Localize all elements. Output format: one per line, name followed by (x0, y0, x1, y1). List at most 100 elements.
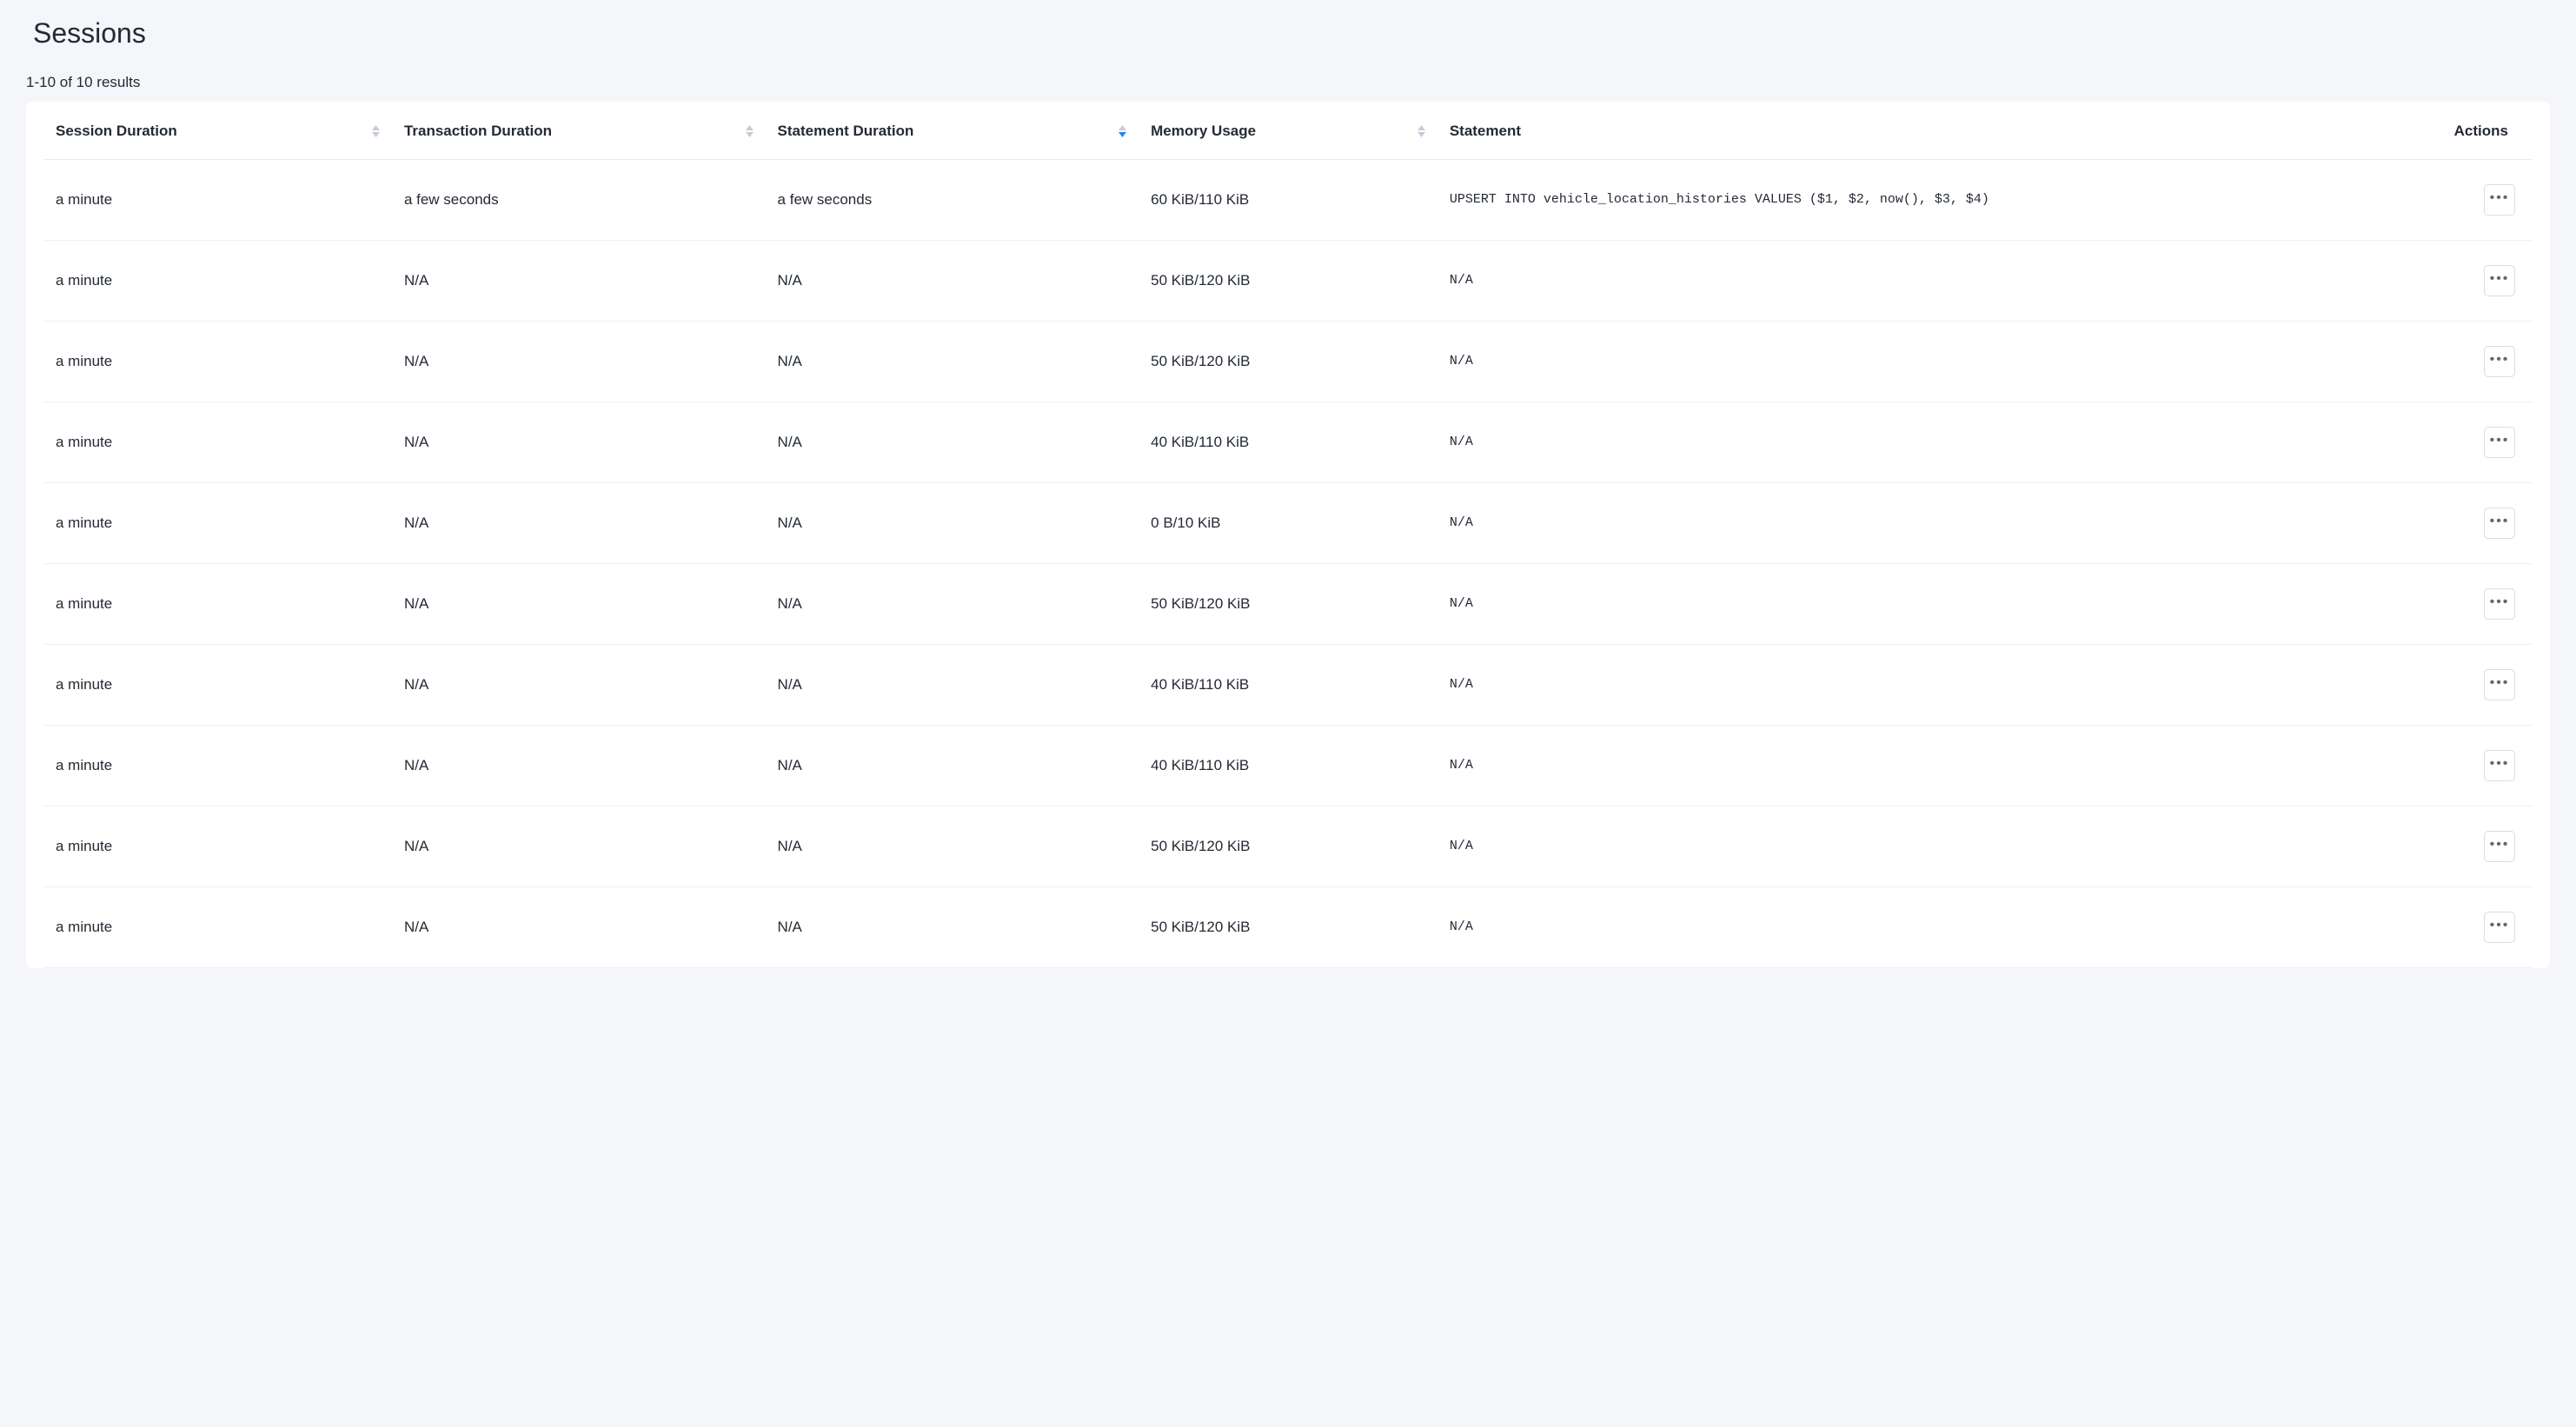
table-row: a minutea few secondsa few seconds60 KiB… (43, 160, 2533, 241)
cell-transaction_duration: N/A (392, 241, 766, 322)
row-actions-button[interactable]: ••• (2484, 750, 2515, 781)
cell-transaction_duration: N/A (392, 887, 766, 968)
cell-memory_usage: 60 KiB/110 KiB (1139, 160, 1437, 241)
row-actions-button[interactable]: ••• (2484, 831, 2515, 862)
cell-actions: ••• (2442, 322, 2533, 402)
ellipsis-icon: ••• (2490, 595, 2510, 609)
cell-memory_usage: 50 KiB/120 KiB (1139, 806, 1437, 887)
column-header-label: Statement (1450, 123, 1521, 139)
cell-statement_duration: N/A (766, 564, 1139, 645)
cell-actions: ••• (2442, 483, 2533, 564)
cell-statement_duration: N/A (766, 322, 1139, 402)
sort-icon (1417, 125, 1425, 137)
cell-statement: N/A (1437, 322, 2442, 402)
cell-memory_usage: 50 KiB/120 KiB (1139, 564, 1437, 645)
row-actions-button[interactable]: ••• (2484, 346, 2515, 377)
cell-statement: N/A (1437, 726, 2442, 806)
column-header-label: Transaction Duration (404, 123, 552, 140)
ellipsis-icon: ••• (2490, 757, 2510, 771)
results-count: 1-10 of 10 results (26, 74, 2550, 91)
cell-actions: ••• (2442, 564, 2533, 645)
column-header-label: Session Duration (56, 123, 177, 140)
cell-memory_usage: 40 KiB/110 KiB (1139, 402, 1437, 483)
cell-session_duration: a minute (43, 645, 392, 726)
cell-statement: N/A (1437, 483, 2442, 564)
row-actions-button[interactable]: ••• (2484, 508, 2515, 539)
sessions-table-card: Session Duration Transaction Duration Stat… (26, 102, 2550, 968)
sort-icon (746, 125, 754, 137)
cell-statement: N/A (1437, 645, 2442, 726)
column-header-session_duration[interactable]: Session Duration (43, 102, 392, 160)
cell-transaction_duration: N/A (392, 322, 766, 402)
column-header-actions: Actions (2442, 102, 2533, 160)
column-header-statement: Statement (1437, 102, 2442, 160)
table-row: a minuteN/AN/A0 B/10 KiBN/A••• (43, 483, 2533, 564)
cell-memory_usage: 40 KiB/110 KiB (1139, 645, 1437, 726)
cell-session_duration: a minute (43, 726, 392, 806)
ellipsis-icon: ••• (2490, 353, 2510, 367)
cell-session_duration: a minute (43, 564, 392, 645)
ellipsis-icon: ••• (2490, 191, 2510, 205)
cell-statement_duration: N/A (766, 241, 1139, 322)
sessions-table: Session Duration Transaction Duration Stat… (43, 102, 2533, 968)
table-row: a minuteN/AN/A40 KiB/110 KiBN/A••• (43, 645, 2533, 726)
table-row: a minuteN/AN/A50 KiB/120 KiBN/A••• (43, 887, 2533, 968)
column-header-memory_usage[interactable]: Memory Usage (1139, 102, 1437, 160)
table-row: a minuteN/AN/A50 KiB/120 KiBN/A••• (43, 806, 2533, 887)
cell-session_duration: a minute (43, 160, 392, 241)
cell-statement_duration: N/A (766, 887, 1139, 968)
table-row: a minuteN/AN/A40 KiB/110 KiBN/A••• (43, 726, 2533, 806)
cell-actions: ••• (2442, 887, 2533, 968)
ellipsis-icon: ••• (2490, 434, 2510, 448)
cell-statement_duration: N/A (766, 726, 1139, 806)
row-actions-button[interactable]: ••• (2484, 588, 2515, 620)
cell-transaction_duration: N/A (392, 564, 766, 645)
column-header-statement_duration[interactable]: Statement Duration (766, 102, 1139, 160)
cell-statement: N/A (1437, 402, 2442, 483)
cell-transaction_duration: N/A (392, 645, 766, 726)
cell-actions: ••• (2442, 645, 2533, 726)
cell-statement: N/A (1437, 564, 2442, 645)
cell-session_duration: a minute (43, 322, 392, 402)
cell-session_duration: a minute (43, 402, 392, 483)
cell-memory_usage: 40 KiB/110 KiB (1139, 726, 1437, 806)
cell-transaction_duration: N/A (392, 726, 766, 806)
cell-statement_duration: a few seconds (766, 160, 1139, 241)
column-header-label: Actions (2454, 123, 2508, 139)
cell-transaction_duration: N/A (392, 483, 766, 564)
cell-actions: ••• (2442, 402, 2533, 483)
cell-statement: N/A (1437, 806, 2442, 887)
cell-memory_usage: 50 KiB/120 KiB (1139, 322, 1437, 402)
sort-icon (1119, 125, 1126, 137)
column-header-label: Memory Usage (1151, 123, 1256, 140)
cell-actions: ••• (2442, 726, 2533, 806)
row-actions-button[interactable]: ••• (2484, 912, 2515, 943)
table-row: a minuteN/AN/A50 KiB/120 KiBN/A••• (43, 241, 2533, 322)
column-header-label: Statement Duration (778, 123, 914, 140)
cell-session_duration: a minute (43, 483, 392, 564)
cell-statement: N/A (1437, 887, 2442, 968)
row-actions-button[interactable]: ••• (2484, 265, 2515, 296)
ellipsis-icon: ••• (2490, 919, 2510, 933)
row-actions-button[interactable]: ••• (2484, 184, 2515, 216)
cell-memory_usage: 50 KiB/120 KiB (1139, 241, 1437, 322)
table-row: a minuteN/AN/A50 KiB/120 KiBN/A••• (43, 564, 2533, 645)
ellipsis-icon: ••• (2490, 514, 2510, 528)
table-header-row: Session Duration Transaction Duration Stat… (43, 102, 2533, 160)
row-actions-button[interactable]: ••• (2484, 669, 2515, 700)
cell-transaction_duration: a few seconds (392, 160, 766, 241)
table-row: a minuteN/AN/A40 KiB/110 KiBN/A••• (43, 402, 2533, 483)
cell-statement_duration: N/A (766, 483, 1139, 564)
row-actions-button[interactable]: ••• (2484, 427, 2515, 458)
cell-session_duration: a minute (43, 887, 392, 968)
table-row: a minuteN/AN/A50 KiB/120 KiBN/A••• (43, 322, 2533, 402)
cell-actions: ••• (2442, 806, 2533, 887)
column-header-transaction_duration[interactable]: Transaction Duration (392, 102, 766, 160)
cell-statement: N/A (1437, 241, 2442, 322)
cell-statement_duration: N/A (766, 645, 1139, 726)
ellipsis-icon: ••• (2490, 676, 2510, 690)
cell-actions: ••• (2442, 160, 2533, 241)
ellipsis-icon: ••• (2490, 272, 2510, 286)
page-title: Sessions (33, 17, 2550, 50)
cell-transaction_duration: N/A (392, 806, 766, 887)
